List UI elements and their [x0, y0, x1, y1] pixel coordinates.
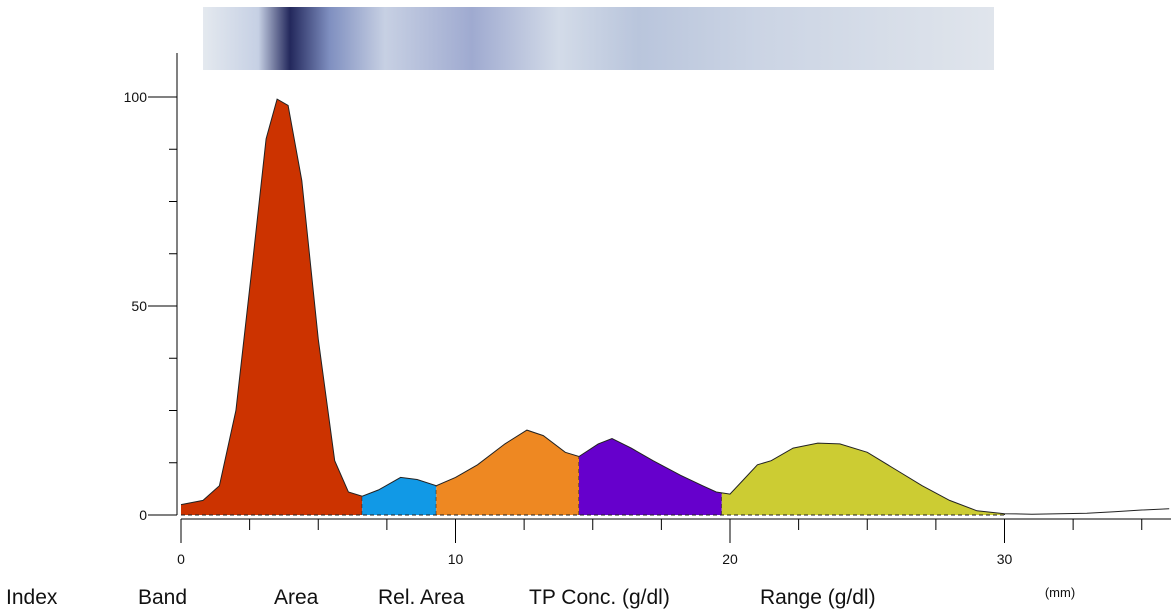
table-header-area: Area	[274, 586, 319, 609]
table-header-band: Band	[138, 586, 188, 609]
table-header-rel-area: Rel. Area	[378, 586, 465, 609]
x-unit-label: (mm)	[1045, 585, 1075, 600]
y-tick-label: 50	[131, 298, 147, 314]
y-tick-label: 100	[124, 89, 148, 105]
band-area-4	[579, 438, 722, 515]
x-tick-label: 30	[997, 551, 1013, 567]
x-tick-label: 20	[722, 551, 738, 567]
table-header-range: Range (g/dl)	[760, 586, 876, 609]
chart-axes: 0 50 100 0 10 20 30	[124, 53, 1171, 567]
gel-strip-image	[203, 7, 994, 70]
table-header-tp-conc: TP Conc. (g/dl)	[529, 586, 670, 609]
band-area-2	[362, 477, 437, 515]
y-tick-label: 0	[139, 507, 147, 523]
band-area-1	[181, 99, 363, 515]
x-tick-label: 0	[177, 551, 185, 567]
band-area-3	[436, 430, 580, 515]
band-areas	[180, 98, 1170, 516]
table-header-index: Index	[6, 586, 58, 609]
band-area-5	[721, 443, 1005, 515]
profile-curve	[180, 98, 1170, 515]
gel-strip	[203, 7, 994, 70]
x-tick-label: 10	[448, 551, 464, 567]
